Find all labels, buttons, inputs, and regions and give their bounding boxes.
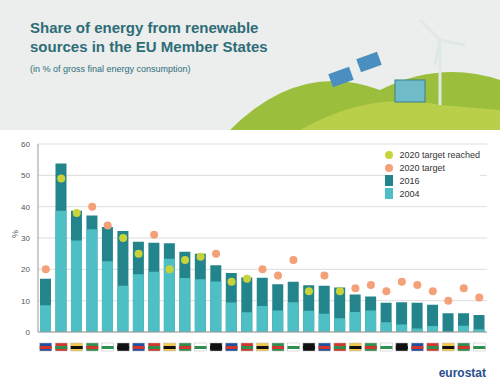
html-text:eurostat: eurostat	[438, 366, 486, 380]
svg-text:0: 0	[26, 328, 31, 337]
svg-text:60: 60	[21, 140, 30, 149]
svg-text:40: 40	[21, 203, 30, 212]
html-text:2016: 2016	[399, 175, 420, 186]
svg-text:50: 50	[21, 171, 30, 180]
svg-text:%: %	[10, 230, 20, 238]
html-text:2004: 2004	[399, 188, 420, 199]
svg-text:20: 20	[21, 265, 30, 274]
svg-text:10: 10	[21, 297, 30, 306]
html-text:Share of energy from renewable: Share of energy from renewable sources i…	[30, 19, 268, 55]
html-text:2020 target: 2020 target	[399, 162, 445, 173]
html-text:(in % of gross final energy co: (in % of gross final energy consumption)	[30, 64, 191, 74]
html-text:2020 target reached: 2020 target reached	[399, 149, 480, 160]
svg-text:30: 30	[21, 234, 30, 243]
